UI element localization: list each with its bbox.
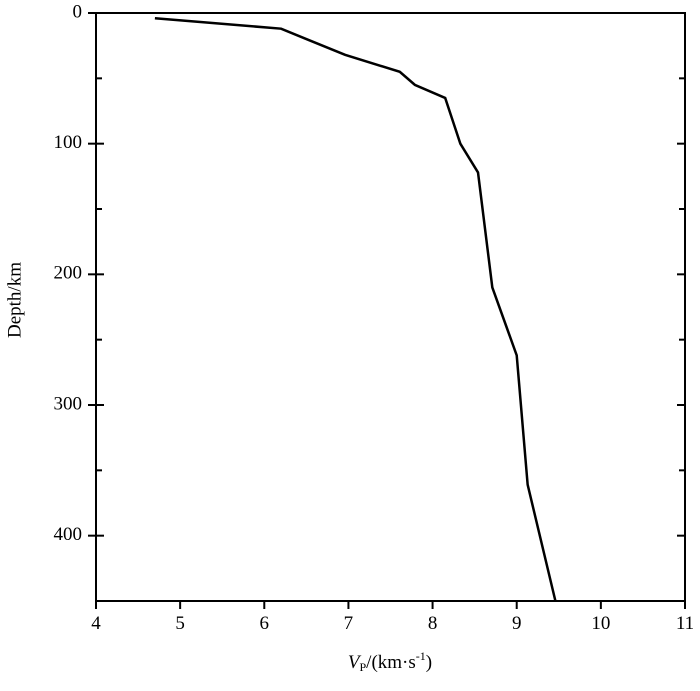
velocity-line — [154, 16, 557, 602]
x-label-sup: -1 — [416, 649, 426, 663]
x-tick-label: 8 — [428, 613, 438, 634]
y-tick-label: 100 — [54, 132, 83, 153]
x-label-rest: /(km·s — [366, 652, 416, 673]
y-tick-label: 200 — [54, 263, 83, 284]
x-tick-label: 10 — [591, 613, 610, 634]
x-axis-label: VP/(km·s-1) — [348, 649, 432, 674]
x-label-end: ) — [426, 652, 432, 673]
x-tick-label: 9 — [512, 613, 522, 634]
y-tick-label: 0 — [73, 1, 83, 22]
x-tick-label: 5 — [175, 613, 185, 634]
y-tick-label: 300 — [54, 393, 83, 414]
x-label-main: V — [348, 652, 362, 673]
y-axis-label: Depth/km — [4, 262, 25, 338]
x-tick-label: 4 — [91, 613, 101, 634]
x-tick-label: 7 — [344, 613, 354, 634]
x-tick-label: 11 — [676, 613, 694, 634]
y-tick-label: 400 — [54, 524, 83, 545]
plot-frame — [95, 12, 686, 602]
x-label-sub: P — [359, 660, 366, 674]
x-tick-label: 6 — [260, 613, 270, 634]
